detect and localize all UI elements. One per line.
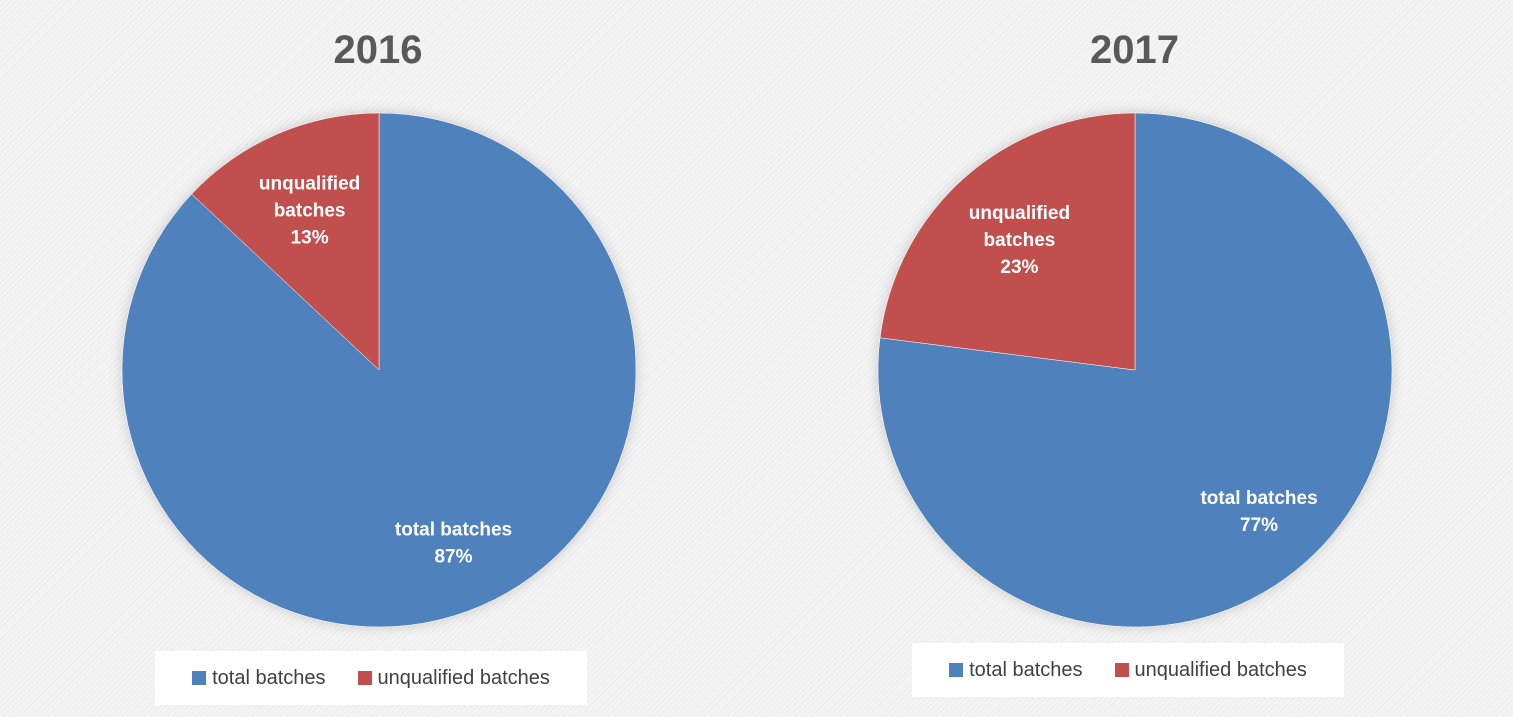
legend-item-unqualified: unqualified batches — [357, 666, 550, 690]
pie-slices — [121, 112, 637, 628]
legend-item-unqualified: unqualified batches — [1114, 658, 1307, 682]
pie-chart: total batches 77% unqualified batches 23% — [877, 112, 1393, 628]
chart-title: 2016 — [333, 28, 423, 72]
legend: total batches unqualified batches — [155, 651, 587, 705]
legend-swatch-unqualified — [1114, 663, 1129, 677]
legend-label-unqualified: unqualified batches — [377, 666, 550, 689]
pie-chart: total batches 87% unqualified batches 13% — [121, 112, 637, 628]
legend-label-total: total batches — [212, 666, 326, 689]
pie-slice-unqualified — [879, 112, 1136, 371]
legend-label-unqualified: unqualified batches — [1134, 658, 1307, 681]
legend-label-total: total batches — [969, 658, 1083, 681]
legend: total batches unqualified batches — [912, 643, 1344, 697]
pie-slice-unqualified — [191, 112, 380, 371]
data-label-unqualified: unqualified batches 23% — [969, 203, 1070, 278]
data-label-total: total batches 87% — [395, 520, 512, 568]
legend-item-total: total batches — [949, 658, 1083, 682]
legend-swatch-total — [192, 671, 207, 685]
chart-2016: 2016 total batches 87% unqualified batches 1… — [0, 0, 756, 717]
chart-2017: 2017 total batches 77% unqualified batches 2… — [756, 0, 1513, 717]
legend-swatch-total — [949, 663, 964, 677]
chart-title: 2017 — [1090, 28, 1179, 72]
data-label-unqualified: unqualified batches 13% — [259, 174, 360, 249]
pie-slices — [877, 112, 1393, 628]
data-label-total: total batches 77% — [1200, 488, 1317, 536]
legend-swatch-unqualified — [357, 671, 372, 685]
legend-item-total: total batches — [192, 666, 326, 690]
